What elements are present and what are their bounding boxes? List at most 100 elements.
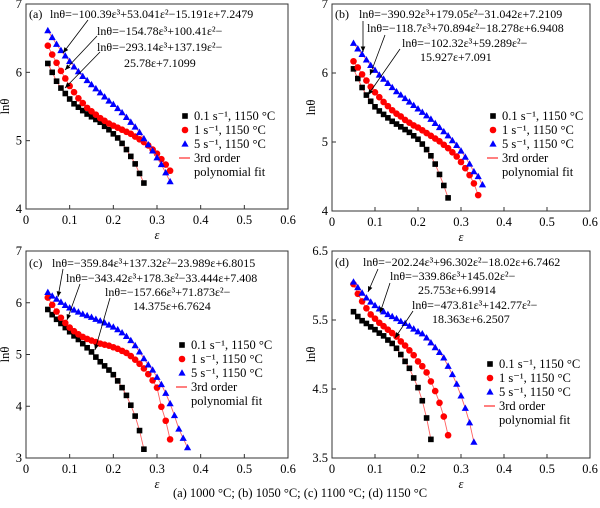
legend: 0.1 s⁻¹, 1150 °C1 s⁻¹, 1150 °C5 s⁻¹, 115… <box>176 338 272 408</box>
triangle-marker <box>114 104 122 112</box>
circle-marker <box>166 436 174 443</box>
fit-equation: lnθ=−100.39ε³+53.041ε²−15.191ε+7.2479 <box>50 7 253 21</box>
circle-marker <box>427 378 435 385</box>
square-marker <box>84 344 90 351</box>
triangle-marker <box>105 97 113 104</box>
circle-marker <box>178 355 186 363</box>
square-marker <box>62 90 69 97</box>
square-marker <box>114 378 121 384</box>
y-tick-label: 5 <box>16 134 22 148</box>
triangle-marker <box>83 311 91 319</box>
triangle-marker <box>384 79 392 86</box>
fit-equation: 14.375ε+6.7624 <box>133 299 211 313</box>
square-marker <box>84 111 90 117</box>
legend-label: 0.1 s⁻¹, 1150 °C <box>499 357 580 371</box>
circle-marker <box>354 64 362 71</box>
triangle-marker <box>140 354 148 362</box>
square-marker <box>350 66 357 72</box>
triangle-marker <box>405 98 413 105</box>
triangle-marker <box>461 153 469 160</box>
triangle-marker <box>144 140 152 148</box>
x-tick-label: 0.2 <box>410 462 426 476</box>
x-tick-label: 0.6 <box>280 462 296 476</box>
triangle-marker <box>435 348 444 356</box>
triangle-marker <box>461 404 469 411</box>
triangle-marker <box>418 108 426 115</box>
arrowhead-icon <box>94 344 99 350</box>
triangle-marker <box>486 388 494 395</box>
square-marker <box>106 367 112 373</box>
legend: 0.1 s⁻¹, 1150 °C1 s⁻¹, 1150 °C5 s⁻¹, 115… <box>484 357 580 427</box>
triangle-marker <box>61 52 69 59</box>
triangle-marker <box>127 118 135 125</box>
triangle-marker <box>349 39 358 46</box>
y-axis-label: lnθ <box>0 347 12 363</box>
y-tick-label: 5.5 <box>312 313 328 327</box>
circle-marker <box>79 99 87 107</box>
triangle-marker <box>431 343 439 351</box>
triangle-marker <box>170 411 179 419</box>
legend-label: polynomial fit <box>502 165 574 179</box>
triangle-marker <box>367 298 375 305</box>
y-tick-label: 4.5 <box>312 382 328 396</box>
legend-label: 1 s⁻¹, 1150 °C <box>499 371 571 385</box>
triangle-marker <box>131 123 139 130</box>
square-marker <box>410 375 417 381</box>
circle-marker <box>131 356 139 363</box>
square-marker <box>428 153 434 159</box>
triangle-marker <box>118 108 126 116</box>
circle-marker <box>406 347 413 354</box>
triangle-marker <box>427 115 435 122</box>
x-tick-label: 0.3 <box>453 215 469 229</box>
square-marker <box>123 146 130 153</box>
circle-marker <box>397 338 405 345</box>
triangle-marker <box>61 301 69 308</box>
circle-marker <box>158 155 165 163</box>
fit-equation: lnθ=−293.14ε³+137.19ε²− <box>97 40 223 54</box>
triangle-marker <box>44 26 52 34</box>
circle-marker <box>449 149 456 156</box>
triangle-marker <box>175 425 183 432</box>
circle-marker <box>48 301 56 309</box>
square-marker <box>385 115 391 121</box>
triangle-marker <box>70 63 78 70</box>
square-marker <box>415 384 421 391</box>
circle-marker <box>358 71 366 78</box>
triangle-marker <box>52 295 61 302</box>
triangle-marker <box>448 370 456 378</box>
x-tick-label: 0.6 <box>582 215 598 229</box>
square-marker <box>97 119 104 126</box>
x-axis-label: ε <box>155 477 160 491</box>
triangle-marker <box>96 89 104 96</box>
square-marker <box>66 328 73 335</box>
triangle-marker <box>457 147 465 154</box>
arrowhead-icon <box>65 82 71 88</box>
legend-label: 1 s⁻¹, 1150 °C <box>502 123 574 137</box>
triangle-marker <box>489 140 497 147</box>
square-marker <box>389 340 395 347</box>
legend-label: 3rd order <box>194 151 241 165</box>
triangle-marker <box>448 136 456 144</box>
triangle-marker <box>162 389 170 396</box>
square-marker <box>393 121 400 127</box>
triangle-marker <box>410 325 418 332</box>
circle-marker <box>162 417 170 425</box>
square-marker <box>432 161 438 167</box>
triangle-marker <box>427 338 435 346</box>
y-axis-label: lnθ <box>304 347 318 363</box>
triangle-marker <box>157 380 165 388</box>
triangle-marker <box>70 306 78 313</box>
triangle-marker <box>367 61 375 69</box>
square-marker <box>419 397 426 404</box>
circle-marker <box>158 403 165 411</box>
square-marker <box>53 78 60 85</box>
y-tick-label: 7 <box>16 0 22 11</box>
triangle-marker <box>380 75 388 82</box>
circle-marker <box>75 95 82 102</box>
circle-marker <box>474 191 482 199</box>
triangle-marker <box>466 419 474 426</box>
square-marker <box>75 104 82 110</box>
circle-marker <box>384 102 392 110</box>
circle-marker <box>419 362 426 370</box>
arrowhead-icon <box>65 64 71 70</box>
